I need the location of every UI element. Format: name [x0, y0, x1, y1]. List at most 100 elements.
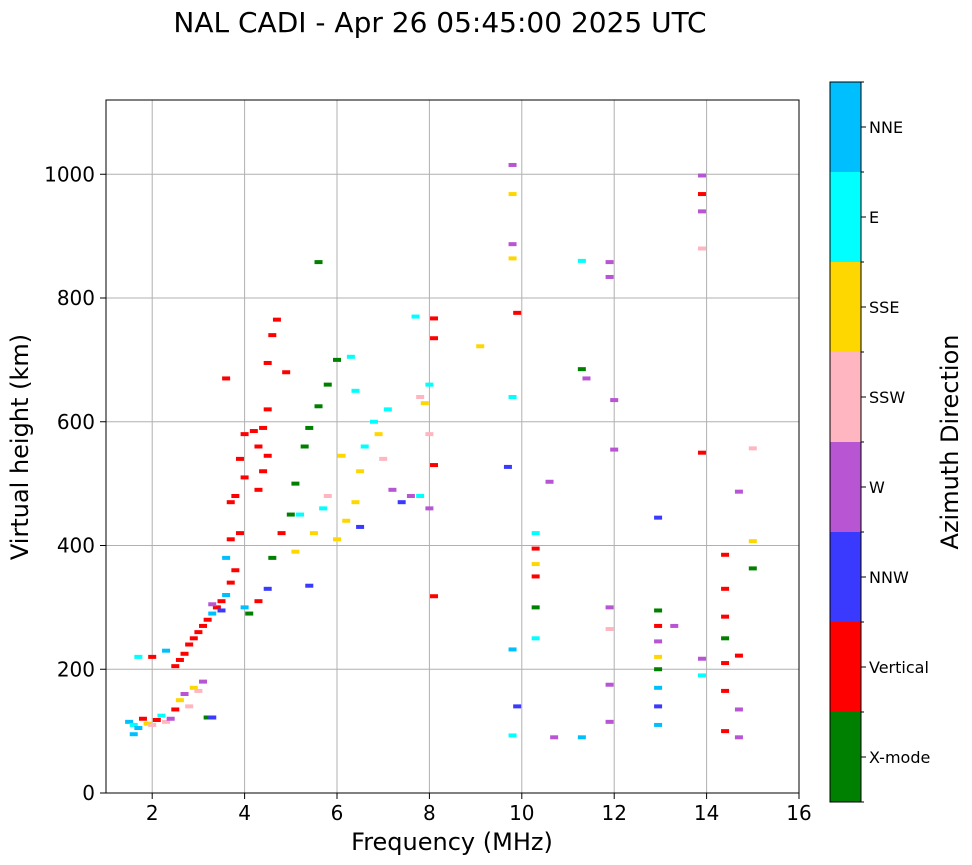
echo-point-e [360, 444, 369, 449]
echo-point-ssw [162, 719, 171, 724]
y-tick-label: 400 [57, 534, 95, 558]
echo-point-e [508, 733, 517, 738]
echo-point-nne [129, 732, 138, 737]
echo-point-ssw [185, 704, 194, 709]
echo-point-vertical [721, 586, 730, 591]
echo-point-w [508, 162, 517, 167]
grid-lines [106, 100, 800, 794]
echo-point-nnw [208, 715, 217, 720]
echo-point-w [388, 487, 397, 492]
echo-point-vertical [226, 537, 235, 542]
colorbar-segment-nne [830, 82, 861, 172]
colorbar-segment-ssw [830, 352, 861, 442]
echo-point-vertical [697, 450, 706, 455]
echo-point-w [199, 679, 208, 684]
echo-point-w [605, 274, 614, 279]
echo-point-vertical [212, 605, 221, 610]
echo-point-vertical [226, 500, 235, 505]
x-tick-label: 10 [509, 801, 534, 825]
echo-point-vertical [249, 429, 258, 434]
echo-point-ssw [416, 395, 425, 399]
echo-point-e [157, 713, 166, 718]
echo-point-sse [309, 531, 318, 536]
echo-point-e [351, 388, 360, 393]
colorbar-segment-e [830, 172, 861, 262]
echo-point-w [605, 605, 614, 610]
echo-point-sse [337, 453, 346, 458]
x-axis-title: Frequency (MHz) [351, 828, 553, 856]
echo-point-w [697, 173, 706, 178]
echo-point-x-mode [333, 357, 341, 362]
echo-point-vertical [697, 192, 706, 197]
echo-point-w [697, 656, 706, 661]
echo-point-vertical [194, 630, 203, 635]
echo-point-nnw [513, 704, 522, 709]
echo-point-e [697, 673, 706, 678]
echo-point-vertical [217, 599, 226, 604]
echo-point-w [406, 494, 415, 498]
echo-point-e [425, 382, 434, 387]
echo-point-ssw [194, 688, 203, 693]
echo-point-vertical [235, 531, 244, 536]
echo-point-w [545, 479, 554, 484]
echo-point-sse [531, 562, 540, 567]
echo-point-vertical [199, 623, 208, 628]
x-tick-label: 12 [601, 801, 626, 825]
echo-point-vertical [277, 531, 286, 536]
colorbar-label-x-mode: X-mode [869, 748, 930, 767]
x-tick-label: 8 [423, 801, 436, 825]
echo-point-e [508, 395, 517, 399]
echo-point-vertical [263, 407, 272, 412]
colorbar-segment-nnw [830, 532, 861, 622]
echo-point-vertical [175, 657, 184, 662]
echo-point-w [654, 639, 663, 644]
echo-point-x-mode [748, 566, 757, 571]
echo-point-sse [508, 256, 517, 261]
echo-point-x-mode [314, 404, 323, 409]
colorbar-label-vertical: Vertical [869, 658, 929, 677]
axis-ticks: 2 4 6 8 10 12 14 16 0 200 400 600 800 1000 [44, 162, 812, 825]
echo-point-vertical [203, 617, 212, 622]
echo-point-x-mode [203, 715, 212, 720]
echo-point-nne [577, 735, 586, 740]
echo-point-sse [189, 685, 198, 690]
echo-point-x-mode [577, 367, 586, 372]
echo-point-sse [508, 192, 517, 197]
colorbar-segment-w [830, 442, 861, 532]
echo-point-e [319, 506, 328, 511]
colorbar-title: Azimuth Direction [936, 335, 964, 550]
echo-point-w [508, 242, 517, 247]
echo-point-vertical [231, 568, 240, 573]
echo-point-e [134, 654, 143, 659]
echo-point-nne [240, 605, 249, 610]
echo-point-sse [748, 539, 757, 544]
echo-point-nne [654, 685, 663, 690]
echo-point-vertical [171, 664, 180, 669]
chart-title: NAL CADI - Apr 26 05:45:00 2025 UTC [173, 6, 706, 39]
echo-point-w [166, 716, 175, 721]
echo-point-sse [476, 344, 485, 349]
x-tick-label: 2 [146, 801, 159, 825]
echo-point-sse [175, 698, 184, 703]
echo-point-x-mode [654, 608, 663, 613]
echo-point-nnw [503, 464, 512, 469]
y-tick-label: 200 [57, 657, 95, 681]
echo-point-w [605, 260, 614, 265]
echo-point-w [734, 735, 743, 740]
colorbar-label-nne: NNE [869, 118, 903, 137]
echo-point-vertical [259, 425, 268, 430]
echo-point-vertical [734, 653, 743, 658]
plot-frame [105, 99, 800, 794]
echo-point-ssw [323, 494, 332, 498]
echo-point-sse [356, 469, 365, 474]
echo-point-e [296, 512, 305, 517]
y-tick-label: 600 [57, 410, 95, 434]
echo-point-nne [208, 611, 217, 616]
echo-point-nne [222, 555, 231, 560]
echo-point-vertical [189, 636, 198, 641]
echo-point-vertical [138, 716, 147, 721]
echo-point-ssw [748, 446, 757, 451]
echo-point-x-mode [291, 481, 300, 486]
echo-point-e [577, 258, 586, 263]
